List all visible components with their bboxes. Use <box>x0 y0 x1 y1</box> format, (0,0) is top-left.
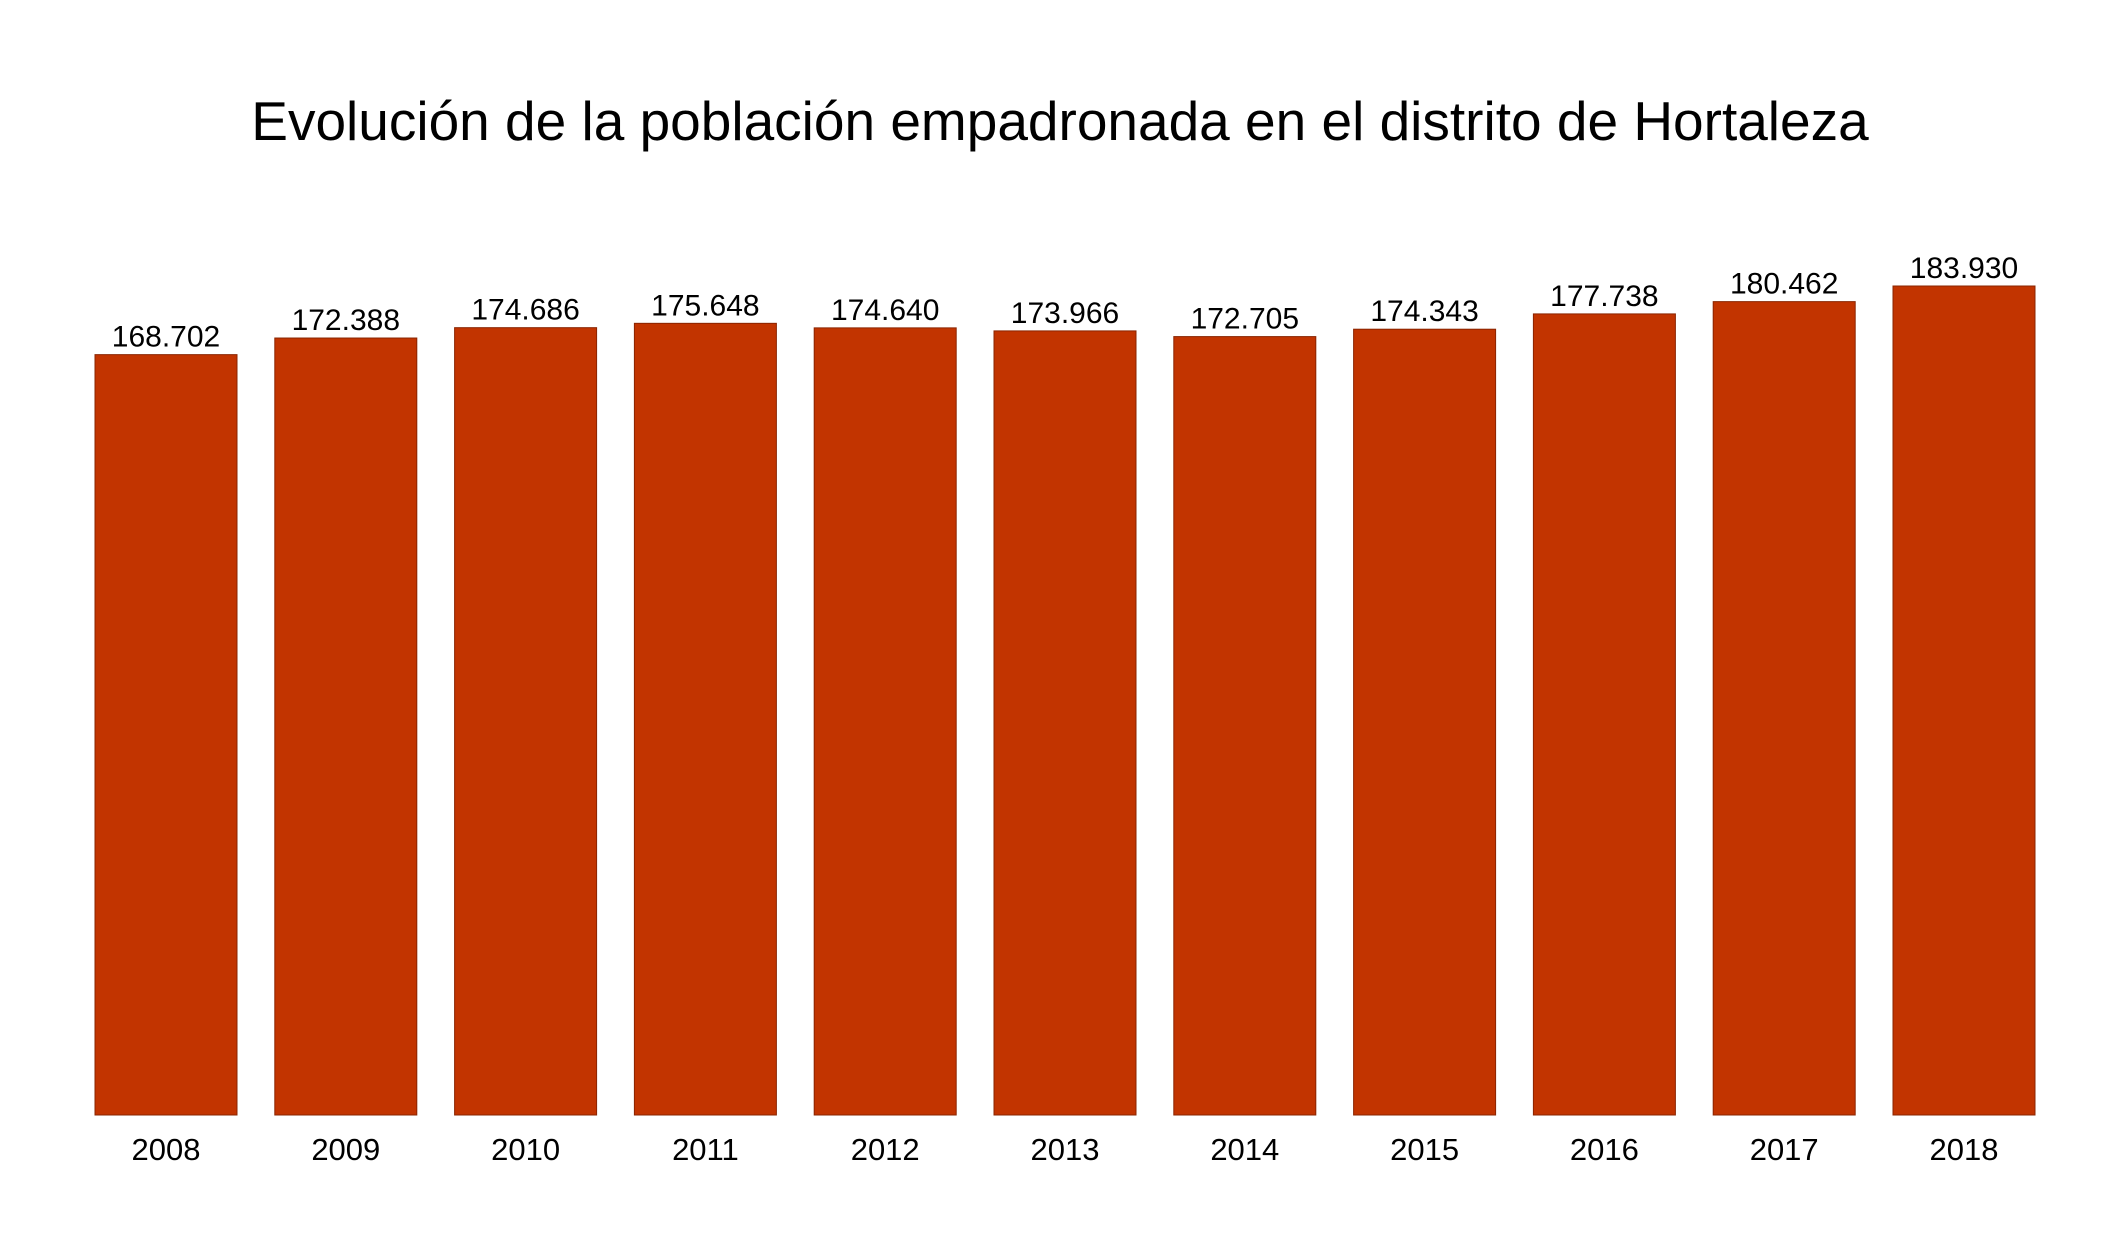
x-tick-label: 2009 <box>311 1132 380 1167</box>
data-label-2012: 174.640 <box>831 294 939 327</box>
x-tick-label: 2010 <box>491 1132 560 1167</box>
x-tick-label: 2015 <box>1390 1132 1459 1167</box>
x-tick-label: 2016 <box>1570 1132 1639 1167</box>
x-tick-label: 2008 <box>132 1132 201 1167</box>
data-label-2011: 175.648 <box>651 289 759 322</box>
chart-title: Evolución de la población empadronada en… <box>251 90 1869 152</box>
bar-2008 <box>94 354 238 1116</box>
bar-2009 <box>274 337 418 1116</box>
bar-2016 <box>1532 313 1676 1116</box>
data-label-2010: 174.686 <box>471 294 579 327</box>
data-label-2009: 172.388 <box>292 304 400 337</box>
bar-2010 <box>454 327 598 1116</box>
data-label-2013: 173.966 <box>1011 297 1119 330</box>
bar-2018 <box>1892 285 2036 1116</box>
x-tick-label: 2017 <box>1750 1132 1819 1167</box>
data-label-2016: 177.738 <box>1550 280 1658 313</box>
x-tick-label: 2012 <box>851 1132 920 1167</box>
data-label-2018: 183.930 <box>1910 252 2018 285</box>
data-label-2015: 174.343 <box>1370 295 1478 328</box>
data-label-2008: 168.702 <box>112 321 220 354</box>
x-tick-label: 2011 <box>672 1132 739 1167</box>
bar-2015 <box>1353 328 1497 1116</box>
bar-2017 <box>1712 301 1856 1116</box>
data-label-2017: 180.462 <box>1730 268 1838 301</box>
bar-2012 <box>813 327 957 1116</box>
data-label-2014: 172.705 <box>1191 303 1299 336</box>
x-tick-label: 2014 <box>1210 1132 1279 1167</box>
bar-2011 <box>633 322 777 1116</box>
x-tick-label: 2018 <box>1930 1132 1999 1167</box>
x-tick-label: 2013 <box>1031 1132 1100 1167</box>
bar-2014 <box>1173 336 1317 1116</box>
bar-2013 <box>993 330 1137 1116</box>
